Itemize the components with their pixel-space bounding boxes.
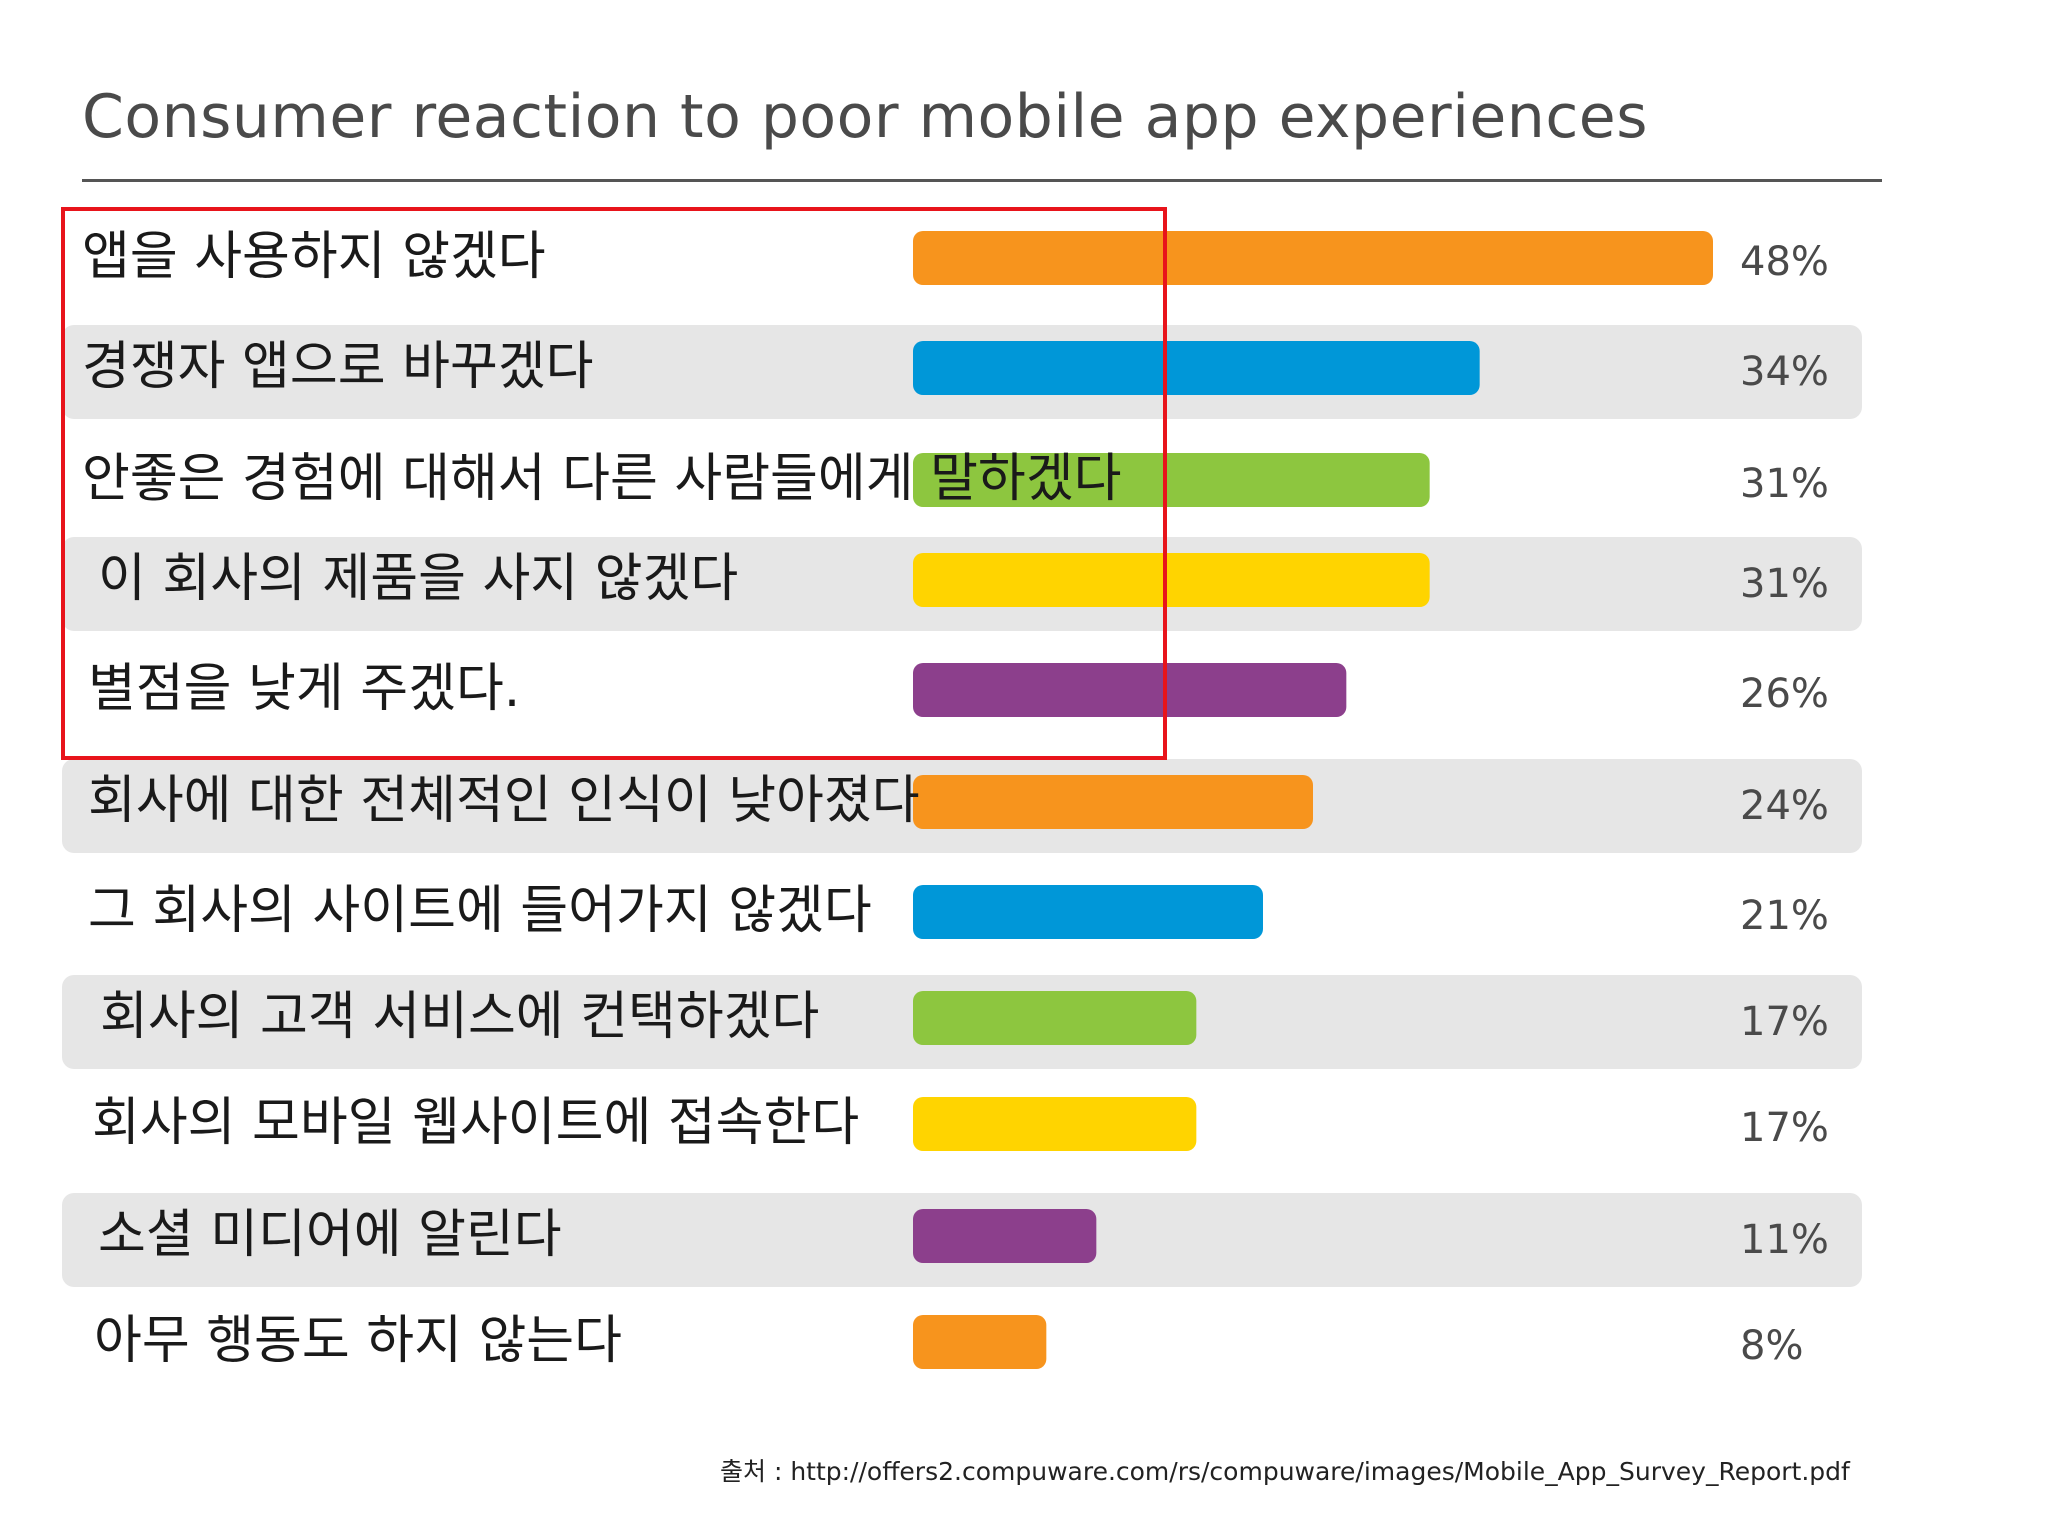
bar (913, 991, 1197, 1045)
title-divider (82, 179, 1882, 182)
bar (913, 553, 1430, 607)
value-label: 24% (1740, 783, 1829, 829)
bar (913, 775, 1313, 829)
category-label: 소셜 미디어에 알린다 (98, 1205, 562, 1265)
value-label: 11% (1740, 1217, 1829, 1263)
category-label: 회사의 모바일 웹사이트에 접속한다 (92, 1093, 859, 1153)
value-label: 31% (1740, 561, 1829, 607)
bar (913, 663, 1347, 717)
category-label: 회사의 고객 서비스에 컨택하겠다 (100, 987, 819, 1047)
category-label: 앱을 사용하지 않겠다 (82, 227, 546, 287)
value-label: 34% (1740, 349, 1829, 395)
category-label: 이 회사의 제품을 사지 않겠다 (98, 549, 738, 609)
bar (913, 1315, 1047, 1369)
category-label: 경쟁자 앱으로 바꾸겠다 (82, 337, 593, 397)
chart-title: Consumer reaction to poor mobile app exp… (82, 82, 1648, 152)
value-label: 17% (1740, 1105, 1829, 1151)
bar (913, 1209, 1097, 1263)
category-label: 아무 행동도 하지 않는다 (94, 1311, 622, 1371)
category-label: 회사에 대한 전체적인 인식이 낮아졌다 (88, 771, 920, 831)
value-label: 17% (1740, 999, 1829, 1045)
value-label: 8% (1740, 1323, 1803, 1369)
highlight-box (61, 207, 1167, 760)
value-label: 31% (1740, 461, 1829, 507)
bar (913, 341, 1480, 395)
category-label: 그 회사의 사이트에 들어가지 않겠다 (88, 881, 872, 941)
bar (913, 1097, 1197, 1151)
category-label: 별점을 낮게 주겠다. (88, 659, 520, 719)
bar (913, 231, 1713, 285)
value-label: 48% (1740, 239, 1829, 285)
bar (913, 885, 1263, 939)
category-label: 안좋은 경험에 대해서 다른 사람들에게 말하겠다 (82, 449, 1121, 509)
value-label: 26% (1740, 671, 1829, 717)
source-citation: 출처 : http://offers2.compuware.com/rs/com… (720, 1457, 1850, 1486)
bar (913, 453, 1430, 507)
value-label: 21% (1740, 893, 1829, 939)
